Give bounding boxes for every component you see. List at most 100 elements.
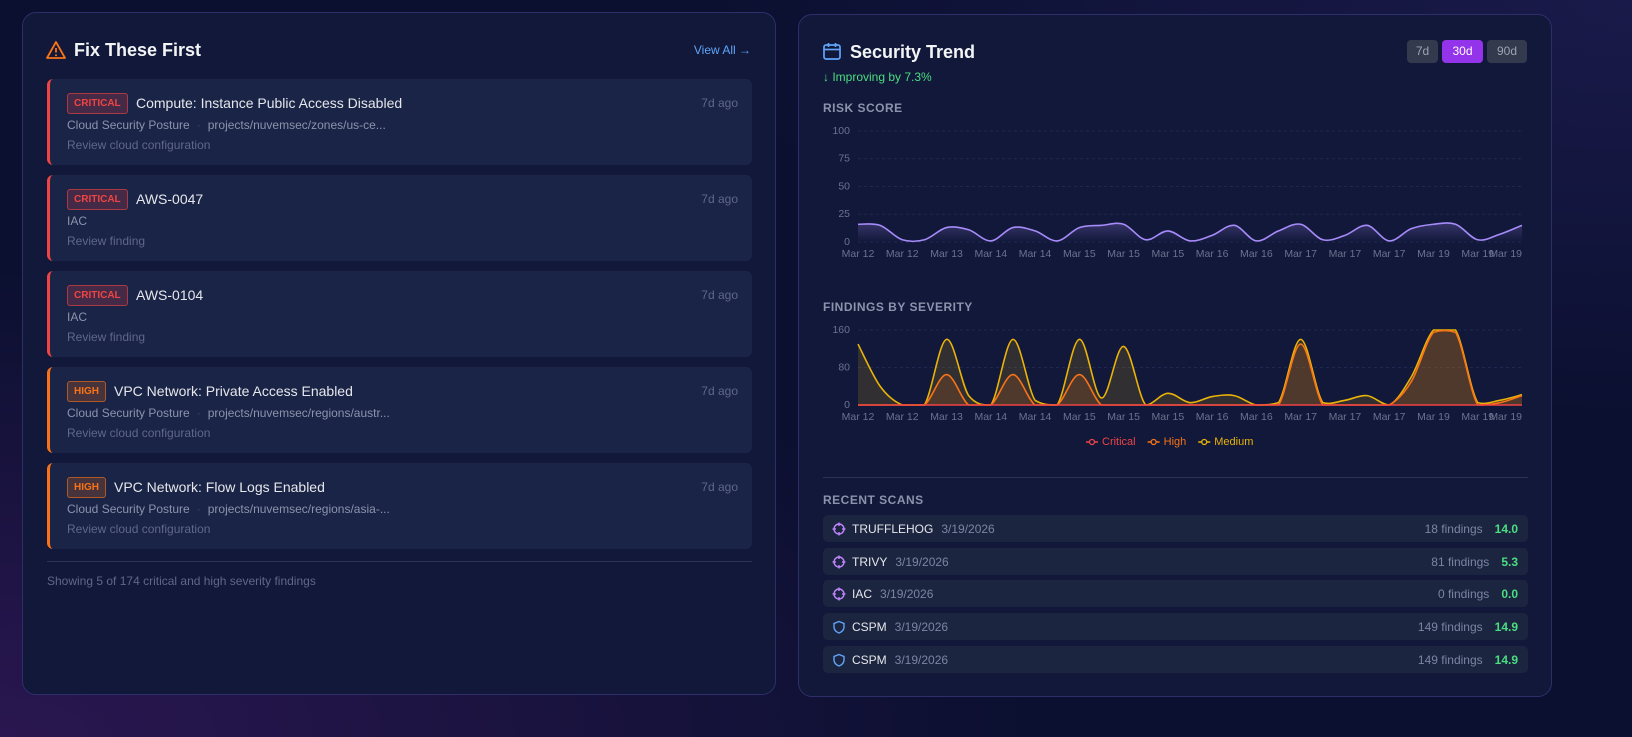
x-tick-label: Mar 17	[1373, 411, 1406, 423]
x-tick-label: Mar 14	[974, 248, 1007, 260]
range-button[interactable]: 7d	[1407, 40, 1438, 63]
divider	[823, 477, 1528, 478]
finding-path: projects/nuvemsec/regions/austr...	[207, 406, 390, 420]
scan-date: 3/19/2026	[895, 554, 949, 569]
x-tick-label: Mar 17	[1329, 411, 1362, 423]
y-tick-label: 0	[844, 399, 850, 411]
y-tick-label: 100	[832, 125, 850, 137]
scan-score: 14.9	[1494, 652, 1518, 667]
scan-date: 3/19/2026	[880, 587, 934, 602]
x-tick-label: Mar 15	[1107, 248, 1140, 260]
x-tick-label: Mar 16	[1240, 248, 1273, 260]
legend-item: Medium	[1198, 436, 1253, 448]
x-tick-label: Mar 16	[1196, 248, 1229, 260]
x-tick-label: Mar 15	[1107, 411, 1140, 423]
scan-result: 0 findings 0.0	[1438, 587, 1518, 601]
legend-label: High	[1164, 436, 1187, 448]
scan-findings: 0 findings	[1437, 587, 1490, 602]
finding-source: IAC	[67, 214, 88, 228]
x-tick-label: Mar 19	[1417, 248, 1450, 260]
scan-tool: TRIVY	[852, 554, 888, 569]
x-tick-label: Mar 16	[1196, 411, 1229, 423]
finding-card[interactable]: CRITICAL AWS-0104 7d ago IAC Review finding	[47, 271, 752, 357]
footer-text: Showing 5 of 174 critical and high sever…	[47, 574, 316, 588]
finding-action: Review finding	[67, 234, 146, 248]
x-tick-label: Mar 12	[886, 411, 919, 423]
scan-findings: 81 findings	[1431, 554, 1490, 569]
x-tick-label: Mar 14	[1019, 411, 1052, 423]
x-tick-label: Mar 13	[930, 248, 963, 260]
scan-info: CSPM 3/19/2026	[852, 653, 948, 667]
severity-badge: CRITICAL	[67, 189, 128, 210]
x-tick-label: Mar 17	[1284, 411, 1317, 423]
finding-card[interactable]: HIGH VPC Network: Flow Logs Enabled 7d ago…	[47, 463, 752, 549]
finding-card[interactable]: CRITICAL Compute: Instance Public Access …	[47, 79, 752, 165]
scan-result: 149 findings 14.9	[1418, 620, 1518, 634]
y-tick-label: 25	[838, 208, 850, 220]
scan-row: TRIVY 3/19/2026 81 findings 5.3	[823, 547, 1528, 575]
scan-icon	[832, 522, 846, 536]
calendar-icon	[823, 43, 841, 60]
scan-result: 149 findings 14.9	[1418, 653, 1518, 667]
scan-info: IAC 3/19/2026	[852, 587, 933, 601]
separator: ·	[196, 406, 201, 420]
finding-card[interactable]: HIGH VPC Network: Private Access Enabled 7…	[47, 367, 752, 453]
view-all-link[interactable]: View All →	[693, 43, 751, 57]
finding-age: 7d ago	[701, 192, 738, 206]
x-tick-label: Mar 19	[1461, 411, 1494, 423]
legend-label: Critical	[1102, 436, 1136, 448]
x-tick-label: Mar 19	[1489, 248, 1522, 260]
scan-findings: 149 findings	[1417, 620, 1483, 635]
severity-area	[858, 330, 1522, 405]
finding-title: Compute: Instance Public Access Disabled	[136, 95, 403, 111]
scan-findings: 18 findings	[1424, 522, 1483, 536]
severity-badge: CRITICAL	[67, 93, 128, 114]
legend-label: Medium	[1214, 436, 1253, 448]
severity-badge: HIGH	[67, 477, 106, 498]
finding-meta: Cloud Security Posture · projects/nuvemsec…	[67, 502, 390, 516]
range-button[interactable]: 30d	[1442, 40, 1483, 63]
legend-swatch	[1088, 438, 1096, 446]
finding-meta: Cloud Security Posture · projects/nuvemsec…	[67, 406, 390, 420]
scan-tool: CSPM	[852, 620, 887, 635]
finding-age: 7d ago	[701, 288, 738, 302]
finding-path: projects/nuvemsec/zones/us-ce...	[207, 118, 386, 132]
scan-tool: CSPM	[852, 652, 887, 667]
finding-path: projects/nuvemsec/regions/asia-...	[207, 502, 390, 516]
y-tick-label: 80	[838, 361, 850, 373]
legend-swatch	[1201, 438, 1208, 446]
separator: ·	[196, 502, 201, 516]
scan-icon	[832, 555, 846, 569]
scan-info: TRUFFLEHOG 3/19/2026	[852, 522, 995, 536]
finding-age: 7d ago	[701, 96, 738, 110]
finding-action: Review cloud configuration	[67, 138, 211, 152]
x-tick-label: Mar 14	[1019, 248, 1052, 260]
scan-row: CSPM 3/19/2026 149 findings 14.9	[823, 645, 1528, 673]
panel-title: Security Trend	[850, 42, 976, 62]
risk-line	[857, 222, 1523, 243]
legend-item: Critical	[1086, 436, 1136, 448]
finding-title: AWS-0047	[136, 191, 204, 207]
scan-row: CSPM 3/19/2026 149 findings 14.9	[823, 613, 1528, 641]
x-tick-label: Mar 15	[1063, 411, 1096, 423]
scan-info: TRIVY 3/19/2026	[852, 555, 949, 569]
finding-age: 7d ago	[701, 480, 738, 494]
scan-score: 0.0	[1501, 587, 1518, 602]
x-tick-label: Mar 15	[1063, 248, 1096, 260]
finding-card[interactable]: CRITICAL AWS-0047 7d ago IAC Review finding	[47, 175, 752, 261]
x-tick-label: Mar 19	[1417, 411, 1450, 423]
range-button[interactable]: 90d	[1487, 40, 1527, 63]
x-tick-label: Mar 17	[1329, 248, 1362, 260]
finding-title: VPC Network: Private Access Enabled	[114, 383, 353, 399]
x-tick-label: Mar 16	[1240, 411, 1273, 423]
finding-source: Cloud Security Posture	[67, 502, 190, 516]
finding-source: Cloud Security Posture	[67, 406, 190, 420]
divider	[47, 561, 752, 562]
scan-date: 3/19/2026	[894, 652, 949, 667]
scan-icon	[833, 620, 845, 634]
y-tick-label: 160	[832, 324, 850, 336]
x-tick-label: Mar 13	[930, 411, 963, 423]
scan-info: CSPM 3/19/2026	[852, 620, 948, 634]
